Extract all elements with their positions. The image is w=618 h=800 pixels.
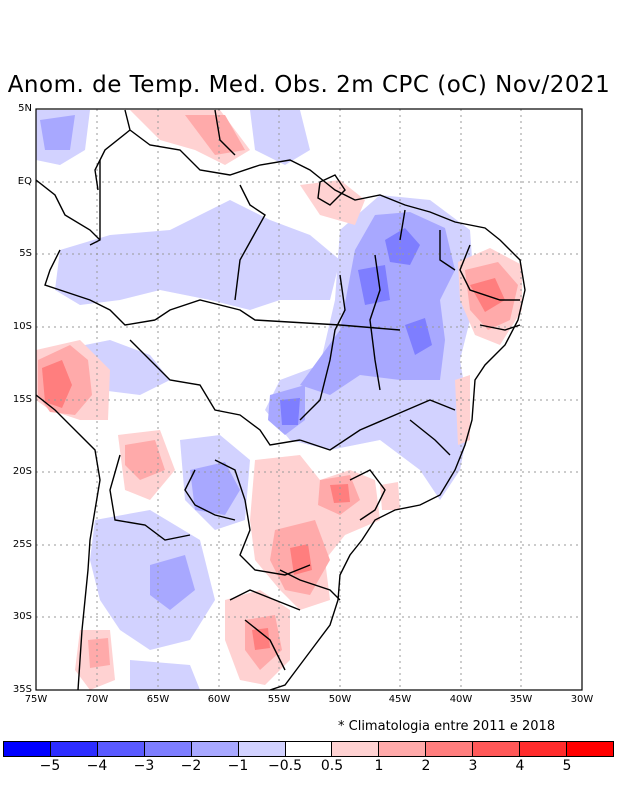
legend-swatch xyxy=(191,742,239,756)
legend-swatch xyxy=(285,742,333,756)
legend-tick-label: −3 xyxy=(133,758,155,774)
legend-swatch xyxy=(238,742,286,756)
lat-label-5n: 5N xyxy=(18,103,32,114)
legend-swatch xyxy=(379,742,427,756)
legend-tick-label: 0.5 xyxy=(320,758,344,774)
lat-label-10s: 10S xyxy=(12,321,32,332)
map-frame xyxy=(35,108,583,691)
legend-tick-label: −2 xyxy=(180,758,202,774)
legend-tick-label: 5 xyxy=(562,758,572,774)
lon-label-40w: 40W xyxy=(449,694,473,705)
grid-lines xyxy=(36,109,582,690)
lon-label-45w: 45W xyxy=(388,694,412,705)
coastlines-borders xyxy=(36,109,526,690)
map-title: Anom. de Temp. Med. Obs. 2m CPC (oC) Nov… xyxy=(7,72,611,98)
legend-swatch xyxy=(520,742,568,756)
legend-swatch xyxy=(567,742,613,756)
lon-label-35w: 35W xyxy=(509,694,533,705)
legend-tick-label: 2 xyxy=(421,758,431,774)
lat-label-15s: 15S xyxy=(12,394,32,405)
legend-swatch xyxy=(473,742,521,756)
legend-swatch xyxy=(144,742,192,756)
lat-label-30s: 30S xyxy=(12,611,32,622)
lon-label-70w: 70W xyxy=(85,694,109,705)
lon-label-30w: 30W xyxy=(570,694,594,705)
lon-label-60w: 60W xyxy=(207,694,231,705)
lat-label-35s: 35S xyxy=(12,684,32,695)
legend-tick-label: 3 xyxy=(468,758,478,774)
lon-label-50w: 50W xyxy=(328,694,352,705)
lon-label-75w: 75W xyxy=(24,694,48,705)
legend-tick-label: −1 xyxy=(227,758,249,774)
legend-tick-label: −4 xyxy=(86,758,108,774)
lat-label-25s: 25S xyxy=(12,539,32,550)
climatology-note: * Climatologia entre 2011 e 2018 xyxy=(338,719,556,734)
color-legend xyxy=(3,741,614,757)
legend-swatch xyxy=(50,742,98,756)
legend-tick-label: 4 xyxy=(515,758,525,774)
lat-label-5s: 5S xyxy=(19,248,32,259)
legend-swatch xyxy=(97,742,145,756)
lon-label-55w: 55W xyxy=(267,694,291,705)
lat-label-eq: EQ xyxy=(17,176,32,187)
legend-swatch xyxy=(426,742,474,756)
legend-swatch xyxy=(4,742,51,756)
lat-label-20s: 20S xyxy=(12,466,32,477)
legend-tick-label: −0.5 xyxy=(268,758,302,774)
lon-label-65w: 65W xyxy=(146,694,170,705)
legend-tick-label: −5 xyxy=(39,758,61,774)
legend-swatch xyxy=(332,742,380,756)
legend-tick-label: 1 xyxy=(374,758,384,774)
